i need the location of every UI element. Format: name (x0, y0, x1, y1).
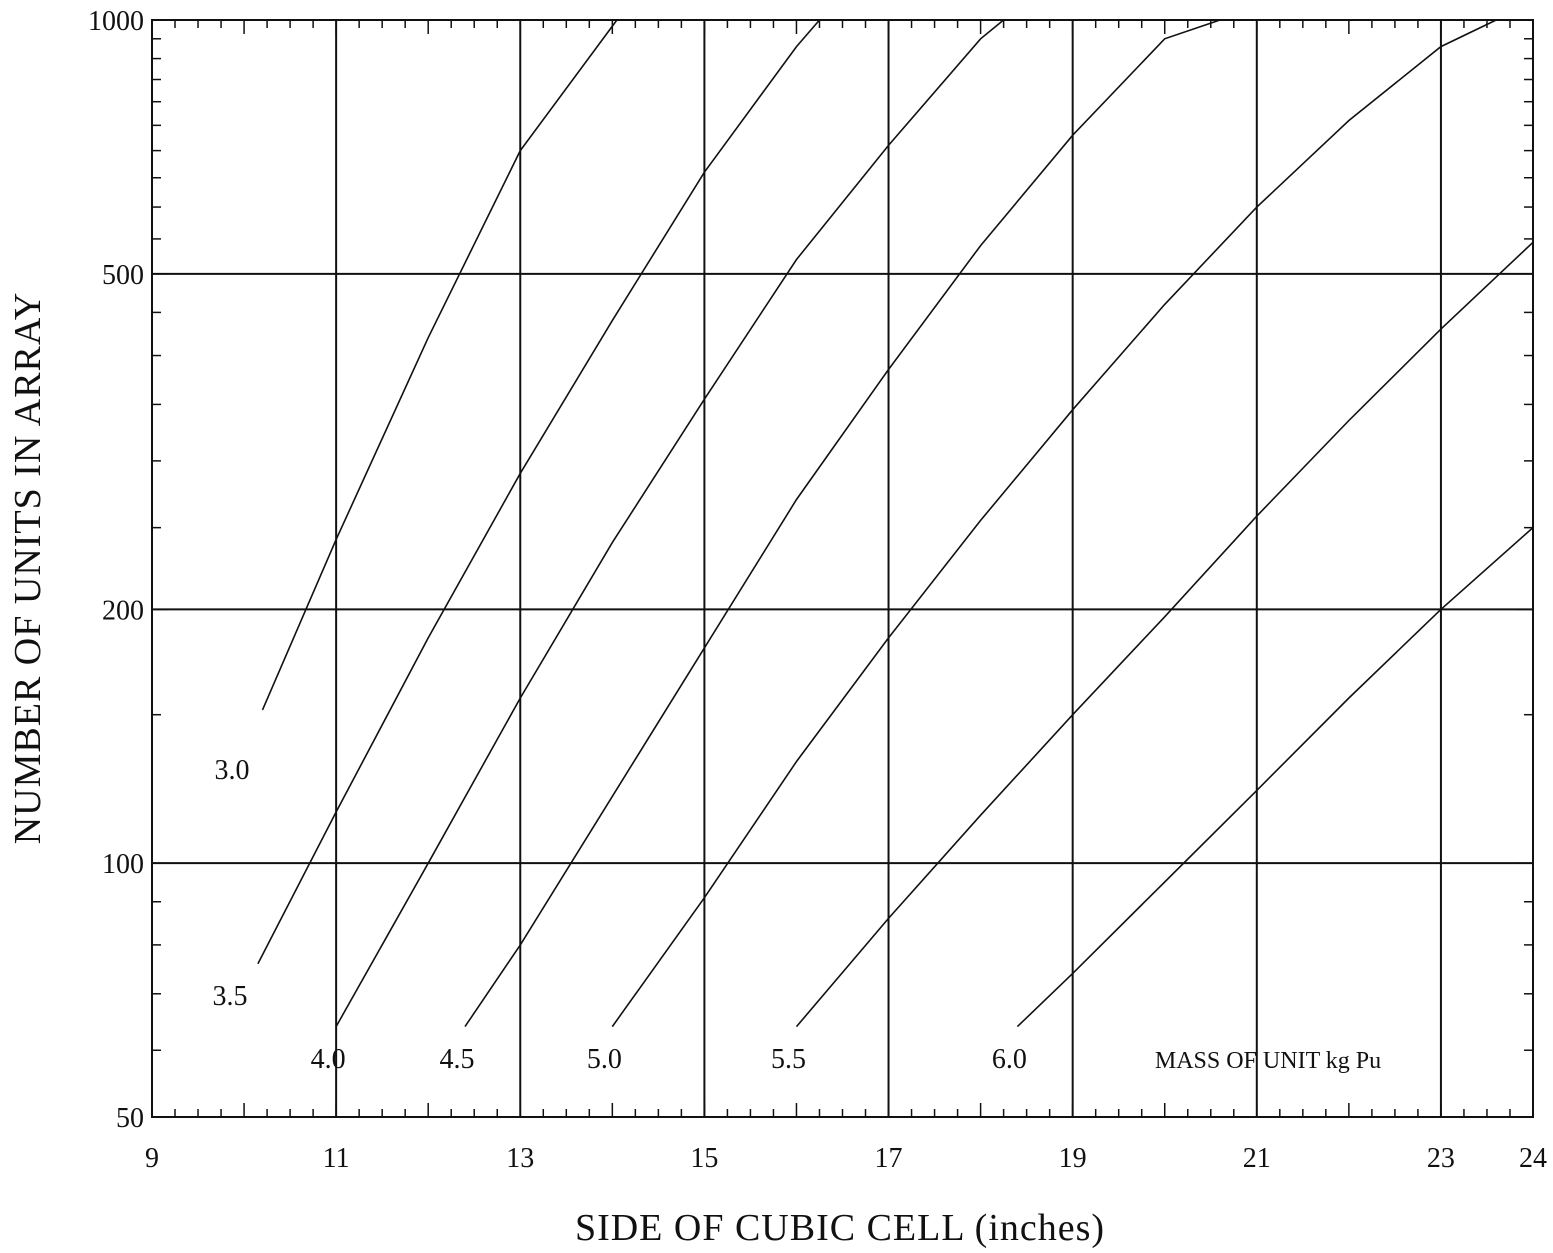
y-tick-label: 100 (102, 849, 144, 880)
x-axis-title: SIDE OF CUBIC CELL (inches) (575, 1207, 1105, 1249)
x-tick-label: 23 (1427, 1143, 1455, 1174)
curve-labels: 3.0 3.5 4.0 4.5 5.0 5.5 6.0 (213, 755, 1027, 1075)
y-tick-label: 50 (116, 1103, 144, 1134)
series-label: 6.0 (992, 1044, 1027, 1075)
y-axis-title: NUMBER OF UNITS IN ARRAY (7, 292, 49, 845)
series-curves (257, 19, 1534, 1028)
series-label: 4.5 (440, 1044, 475, 1075)
legend-title: MASS OF UNIT kg Pu (1155, 1048, 1381, 1074)
y-tick-labels: 50 100 200 500 1000 (88, 6, 144, 1134)
y-tick-label: 1000 (88, 6, 144, 37)
x-tick-labels: 9 11 13 15 17 19 21 23 24 (145, 1143, 1547, 1174)
x-tick-label: 21 (1243, 1143, 1271, 1174)
series-label: 4.0 (311, 1044, 346, 1075)
minor-ticks (151, 19, 1534, 1118)
series-line (261, 19, 618, 711)
x-tick-label: 24 (1519, 1143, 1547, 1174)
x-tick-label: 13 (506, 1143, 534, 1174)
grid (152, 20, 1533, 1117)
series-label: 5.5 (771, 1044, 806, 1075)
series-line (1016, 527, 1534, 1028)
x-tick-label: 9 (145, 1143, 159, 1174)
plot-frame (151, 19, 1534, 1118)
series-label: 3.0 (215, 755, 250, 786)
y-tick-label: 200 (102, 595, 144, 626)
series-line (611, 19, 1497, 1028)
series-line (795, 241, 1534, 1028)
x-tick-label: 17 (875, 1143, 903, 1174)
series-line (464, 19, 1221, 1028)
y-tick-label: 500 (102, 260, 144, 291)
series-line (335, 19, 1005, 1027)
x-tick-label: 19 (1059, 1143, 1087, 1174)
series-label: 3.5 (213, 981, 248, 1012)
series-label: 5.0 (587, 1044, 622, 1075)
x-tick-label: 11 (323, 1143, 350, 1174)
series-line (257, 19, 821, 965)
x-tick-label: 15 (690, 1143, 718, 1174)
